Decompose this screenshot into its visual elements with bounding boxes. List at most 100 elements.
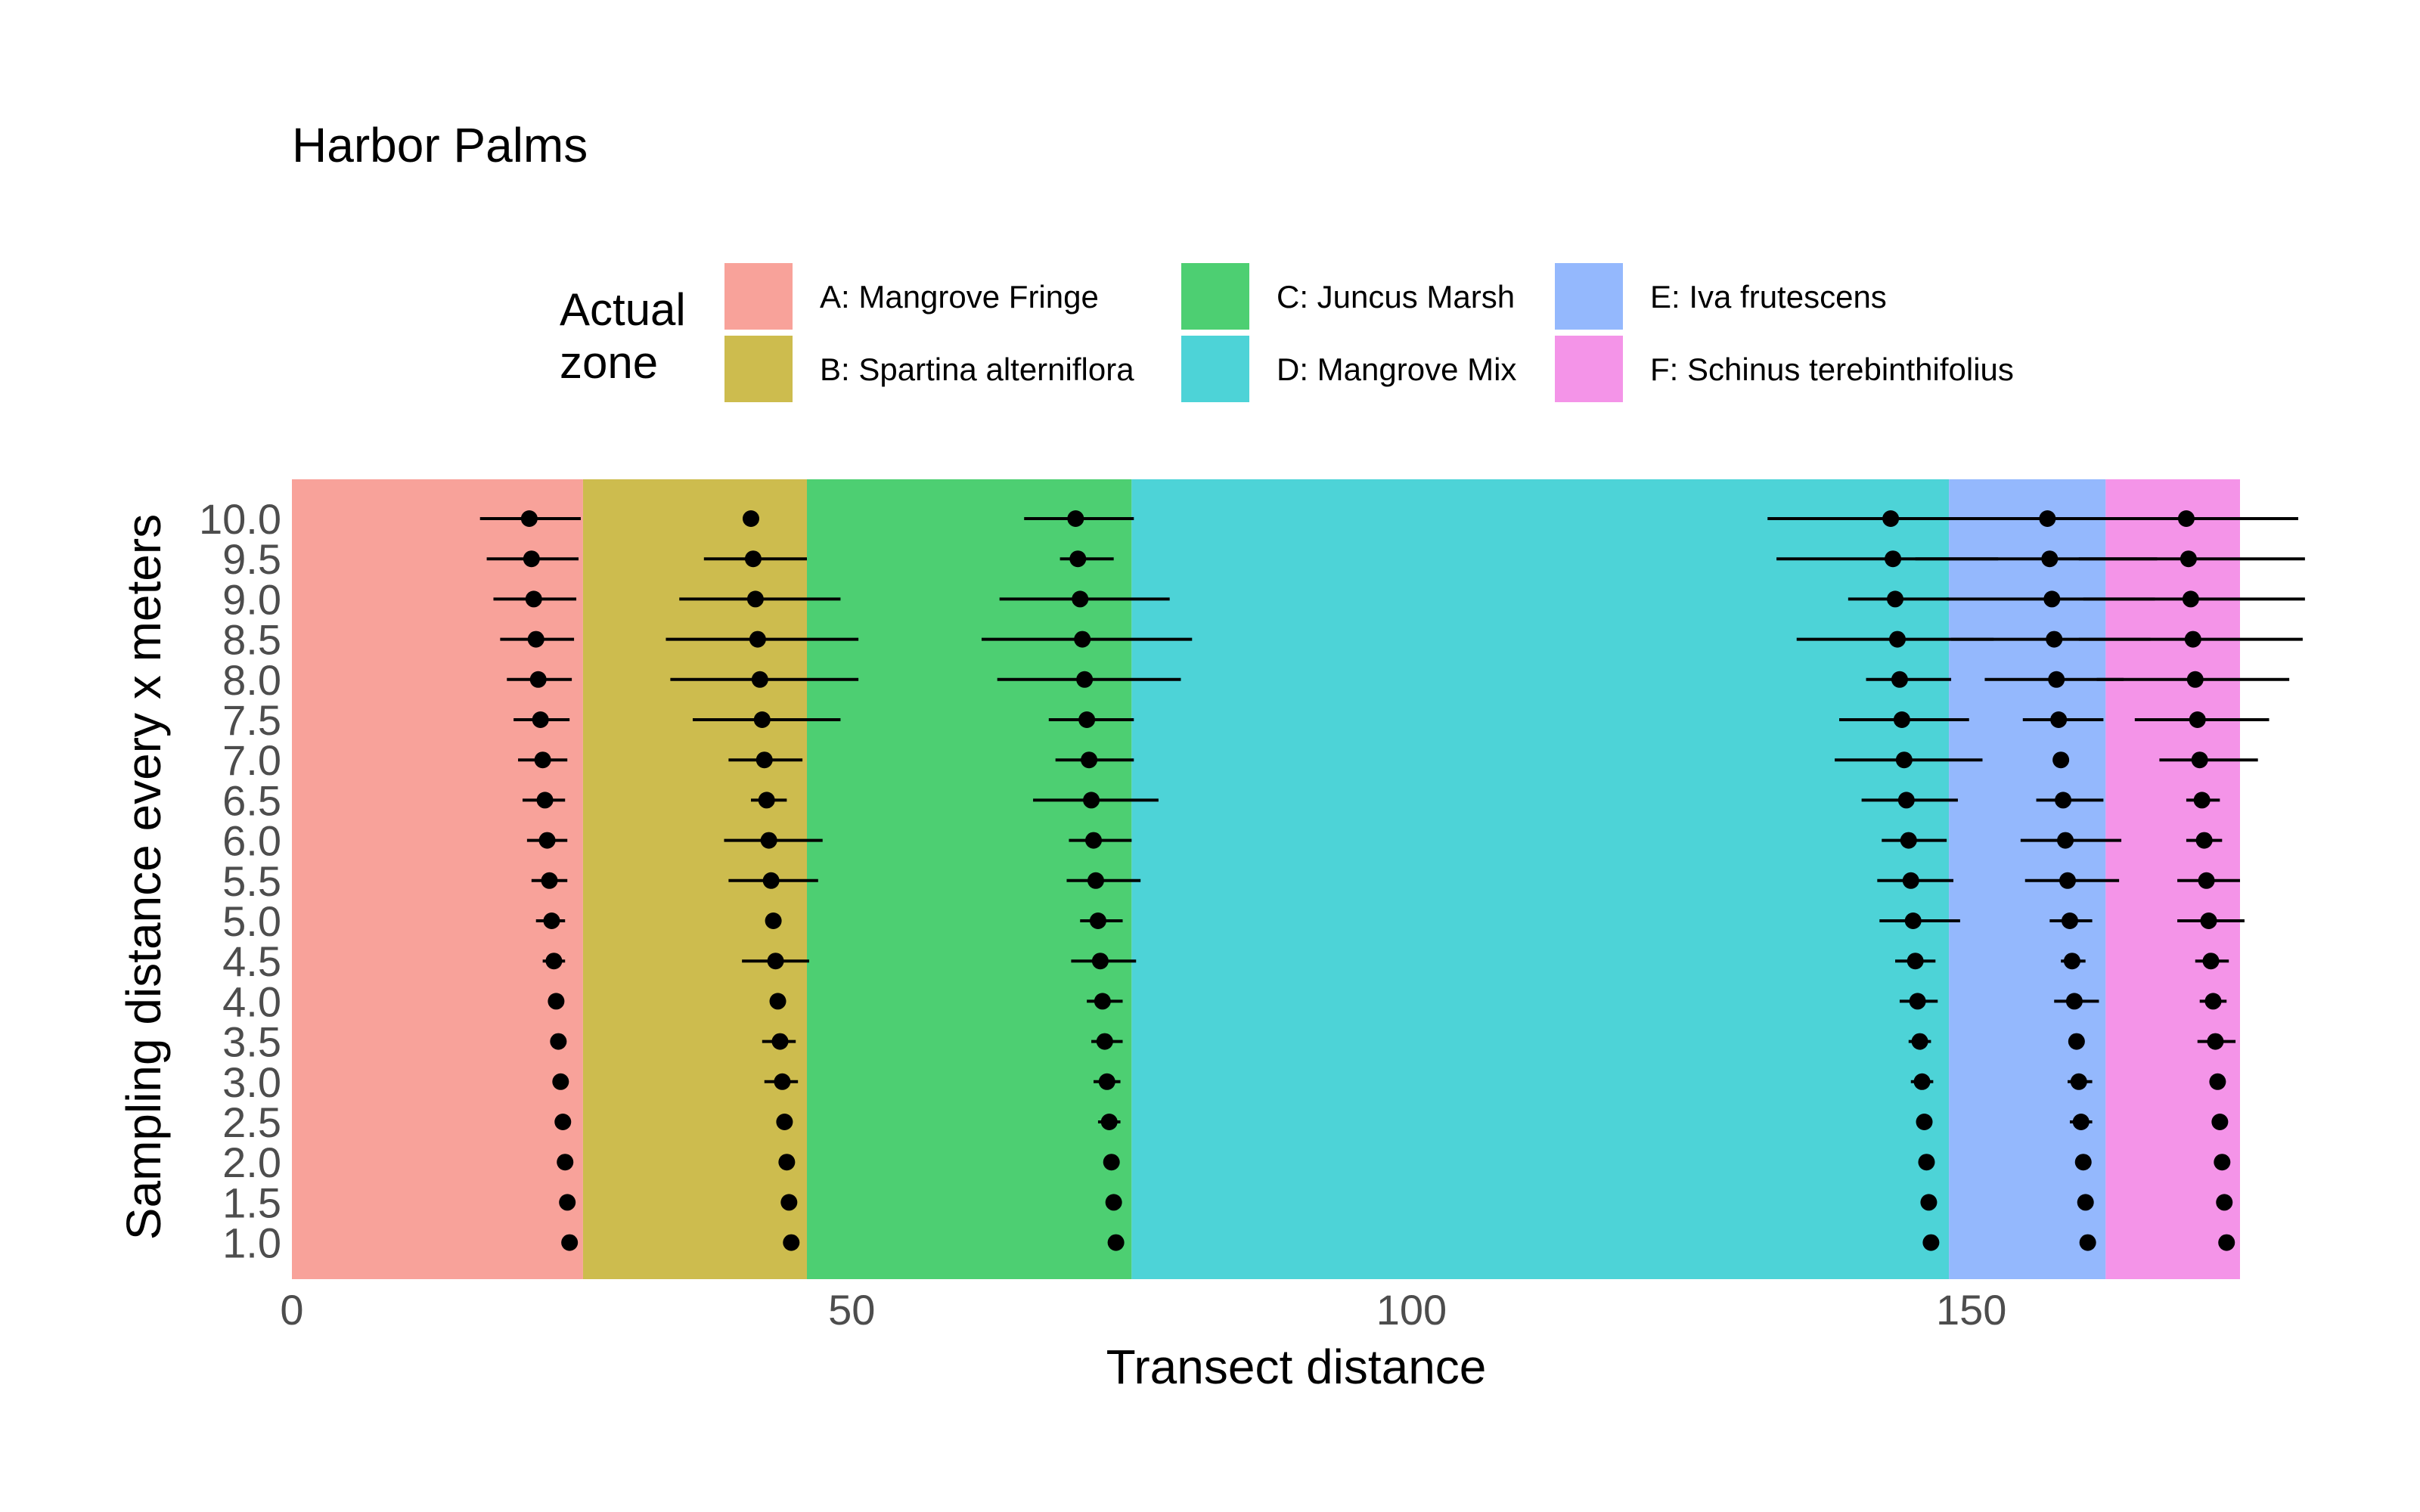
x-tick-label: 0 — [280, 1286, 303, 1334]
data-point — [543, 912, 560, 929]
data-point — [1882, 510, 1900, 527]
data-point — [1076, 671, 1094, 688]
data-point — [2218, 1234, 2235, 1251]
y-tick-label: 3.0 — [222, 1058, 281, 1106]
data-point — [2211, 1114, 2229, 1130]
data-point — [767, 953, 784, 970]
data-point — [2039, 510, 2056, 527]
data-point — [1098, 1073, 1115, 1090]
data-point — [527, 631, 544, 648]
data-point — [1078, 711, 1096, 728]
data-point — [769, 993, 786, 1010]
chart-title: Harbor Palms — [292, 118, 588, 172]
data-point — [2074, 1154, 2092, 1171]
data-point — [2043, 590, 2061, 608]
data-point — [1904, 912, 1922, 929]
data-point — [1083, 792, 1100, 809]
data-point — [1081, 751, 1098, 769]
data-point — [2070, 1073, 2087, 1090]
data-point — [774, 1073, 791, 1090]
data-point — [751, 671, 768, 688]
data-point — [1085, 832, 1103, 849]
data-point — [778, 1154, 796, 1171]
data-point — [765, 912, 782, 929]
data-point — [1074, 631, 1091, 648]
legend-key-0 — [724, 263, 793, 330]
data-marks — [479, 510, 2305, 1251]
x-axis-title: Transect distance — [1106, 1340, 1487, 1394]
data-point — [559, 1194, 576, 1211]
data-point — [758, 792, 775, 809]
data-point — [2055, 792, 2072, 809]
data-point — [2180, 550, 2197, 568]
data-point — [1105, 1194, 1122, 1211]
y-tick-label: 7.5 — [222, 696, 281, 744]
y-tick-label: 2.5 — [222, 1098, 281, 1146]
data-point — [534, 751, 551, 769]
data-point — [2193, 792, 2211, 809]
y-tick-label: 5.0 — [222, 897, 281, 945]
legend-label-2: C: Juncus Marsh — [1277, 279, 1515, 314]
data-point — [532, 711, 549, 728]
data-point — [1094, 993, 1111, 1010]
y-tick-label: 8.0 — [222, 656, 281, 704]
x-axis-ticks: 0 50 100 150 — [280, 1286, 2006, 1334]
data-point — [554, 1114, 572, 1130]
data-point — [538, 832, 556, 849]
legend-key-3 — [1181, 336, 1249, 402]
data-point — [2048, 671, 2065, 688]
data-point — [2184, 631, 2201, 648]
legend-key-5 — [1555, 336, 1623, 402]
data-point — [1089, 912, 1106, 929]
data-point — [1922, 1234, 1940, 1251]
data-point — [2059, 872, 2077, 889]
legend-key-4 — [1555, 263, 1623, 330]
y-tick-label: 6.0 — [222, 817, 281, 865]
data-point — [2065, 993, 2083, 1010]
data-point — [744, 550, 762, 568]
y-tick-label: 2.0 — [222, 1139, 281, 1186]
legend-key-2 — [1181, 263, 1249, 330]
data-point — [2195, 832, 2213, 849]
y-tick-label: 10.0 — [199, 495, 281, 543]
data-point — [755, 751, 773, 769]
data-point — [1900, 832, 1917, 849]
data-point — [2216, 1194, 2233, 1211]
data-point — [548, 993, 565, 1010]
legend-title-line-2: zone — [560, 337, 658, 388]
data-point — [520, 510, 538, 527]
data-point — [1893, 711, 1910, 728]
data-point — [2207, 1033, 2224, 1050]
data-point — [1911, 1033, 1928, 1050]
legend-label-5: F: Schinus terebinthifolius — [1650, 352, 2014, 387]
data-point — [2198, 872, 2215, 889]
data-point — [1897, 792, 1915, 809]
y-tick-label: 9.0 — [222, 575, 281, 623]
legend-label-3: D: Mangrove Mix — [1277, 352, 1516, 387]
data-point — [523, 550, 540, 568]
legend: Actual zone A: Mangrove Fringe B: Spartin… — [560, 263, 2014, 402]
data-point — [2077, 1194, 2094, 1211]
data-point — [1909, 993, 1926, 1010]
data-point — [1107, 1234, 1125, 1251]
data-point — [536, 792, 554, 809]
y-tick-label: 5.5 — [222, 857, 281, 905]
data-point — [746, 590, 764, 608]
data-point — [525, 590, 542, 608]
legend-title-line-1: Actual — [560, 284, 686, 335]
data-point — [1918, 1154, 1935, 1171]
data-point — [1902, 872, 1919, 889]
data-point — [1072, 590, 1089, 608]
data-point — [561, 1234, 579, 1251]
data-point — [2202, 953, 2220, 970]
data-point — [2191, 751, 2208, 769]
x-tick-label: 50 — [828, 1286, 875, 1334]
y-axis-ticks: 1.01.52.02.53.03.54.04.55.05.56.06.57.07… — [199, 495, 281, 1267]
legend-label-0: A: Mangrove Fringe — [820, 279, 1099, 314]
data-point — [2079, 1234, 2096, 1251]
data-point — [762, 872, 780, 889]
data-point — [749, 631, 766, 648]
data-point — [1069, 550, 1087, 568]
data-point — [2057, 832, 2074, 849]
